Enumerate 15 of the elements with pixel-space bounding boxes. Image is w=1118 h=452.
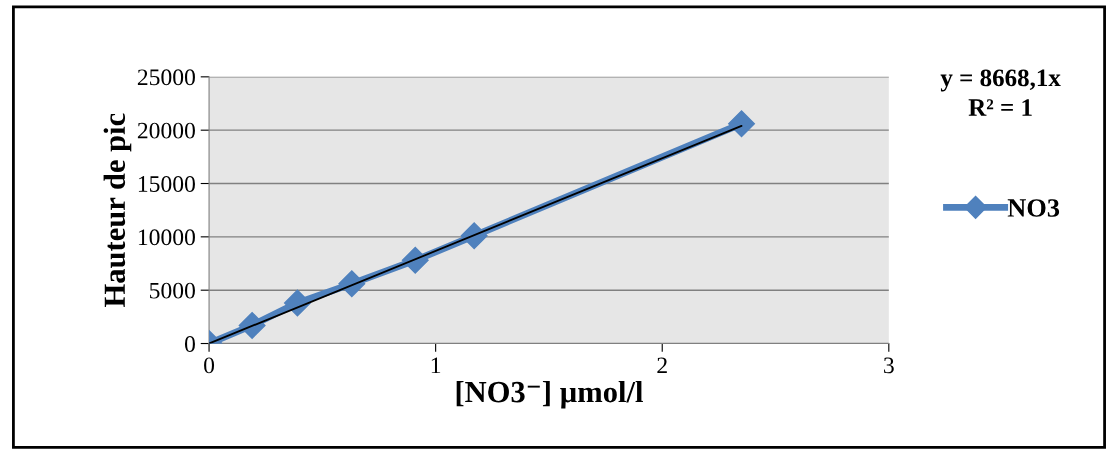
text: y = 8668,1x R² = 1 [940, 69, 1061, 116]
y-tick-label: 10000 [138, 229, 195, 246]
y-tick-label: 25000 [137, 69, 195, 86]
y-tick-label: 0 [184, 336, 195, 352]
x-tick-label: 0 [204, 357, 215, 374]
y-tick-label: 20000 [137, 122, 195, 139]
x-tick-label: 1 [431, 357, 441, 374]
x-tick-label: 3 [884, 357, 894, 374]
x-tick-label: 2 [657, 357, 667, 374]
legend-label: NO3 [1007, 199, 1060, 217]
y-tick-label: 5000 [150, 282, 195, 299]
y-tick-label: 15000 [138, 176, 195, 192]
x-axis-title: [NO3⁻] µmol/l [456, 380, 643, 409]
point [728, 110, 755, 138]
y-axis-title: Hauteur de pic [103, 113, 132, 307]
